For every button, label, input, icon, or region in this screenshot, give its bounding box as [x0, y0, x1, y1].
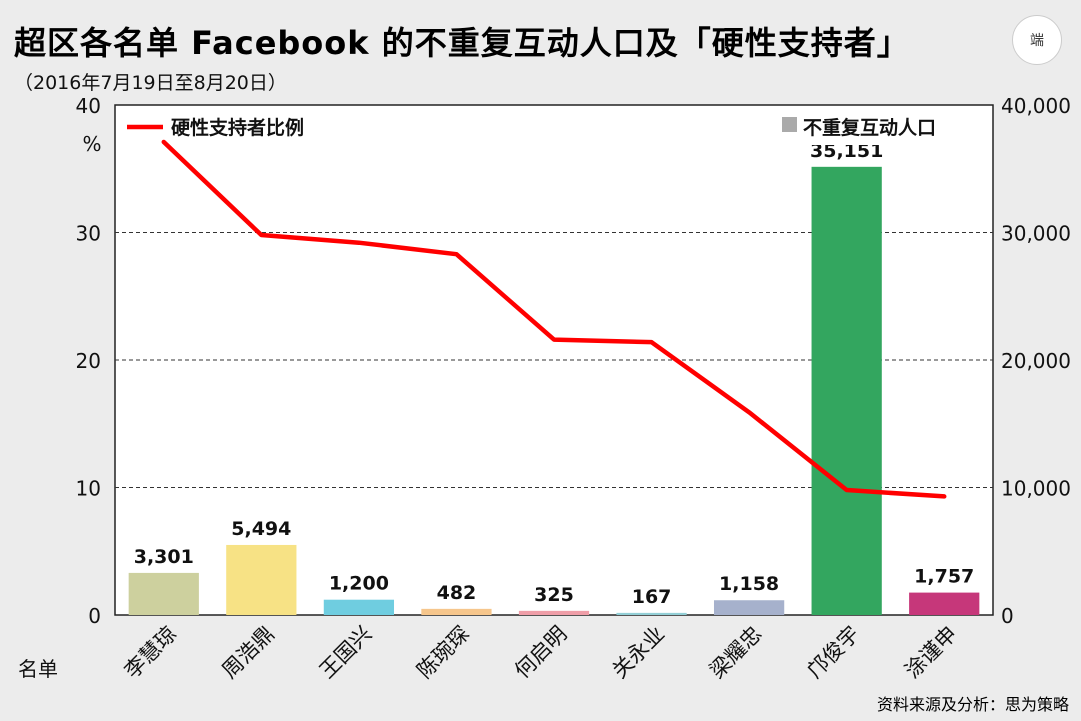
bar	[616, 612, 687, 615]
left-tick-label: 20	[76, 349, 101, 373]
category-label: 关永业	[608, 622, 670, 684]
category-label: 邝俊宇	[803, 622, 865, 684]
left-axis-unit: %	[82, 132, 101, 156]
right-tick-label: 40,000	[1001, 94, 1071, 118]
right-tick-label: 30,000	[1001, 222, 1071, 246]
x-axis-label: 名单	[18, 657, 58, 681]
bar	[128, 572, 199, 615]
right-tick-label: 10,000	[1001, 477, 1071, 501]
legend-bar-label: 不重复互动人口	[803, 116, 936, 139]
bar	[323, 599, 395, 615]
chart-title: 超区各名单 Facebook 的不重复互动人口及「硬性支持者」	[14, 24, 910, 62]
line-series	[161, 139, 947, 499]
category-label: 陈琬琛	[412, 622, 474, 684]
bar-value-label: 325	[534, 584, 574, 606]
legend-bar-swatch	[782, 117, 797, 132]
bar-value-label: 482	[437, 582, 477, 604]
bar	[226, 544, 297, 615]
bar-value-label: 5,494	[231, 518, 291, 540]
category-label: 梁耀忠	[705, 622, 767, 684]
bar-value-label: 3,301	[134, 546, 194, 568]
right-tick-label: 20,000	[1001, 349, 1071, 373]
legend-box	[774, 110, 980, 145]
bar	[713, 600, 785, 615]
bar	[421, 608, 492, 615]
left-tick-label: 0	[88, 604, 101, 628]
left-tick-label: 10	[76, 477, 101, 501]
category-label: 王国兴	[315, 622, 377, 684]
category-label: 何启明	[510, 622, 572, 684]
bar	[518, 610, 590, 615]
category-label: 李慧琼	[120, 622, 182, 684]
category-label: 涂谨申	[900, 622, 962, 684]
chart-subtitle: （2016年7月19日至8月20日）	[14, 72, 287, 94]
left-tick-label: 40	[76, 94, 101, 118]
bar-value-label: 167	[632, 586, 672, 608]
bar-value-label: 1,158	[719, 573, 779, 595]
source-note: 资料来源及分析：思为策略	[876, 695, 1069, 714]
right-tick-label: 0	[1001, 604, 1014, 628]
category-label: 周浩鼎	[217, 622, 279, 684]
bar	[909, 592, 980, 615]
bar	[811, 166, 882, 615]
bar-value-label: 1,757	[914, 566, 974, 588]
legend-line-label: 硬性支持者比例	[171, 116, 304, 139]
bar-value-label: 1,200	[329, 573, 389, 595]
brand-logo: 端	[1012, 15, 1062, 65]
left-tick-label: 30	[76, 222, 101, 246]
bar-value-label: 35,151	[810, 140, 883, 162]
